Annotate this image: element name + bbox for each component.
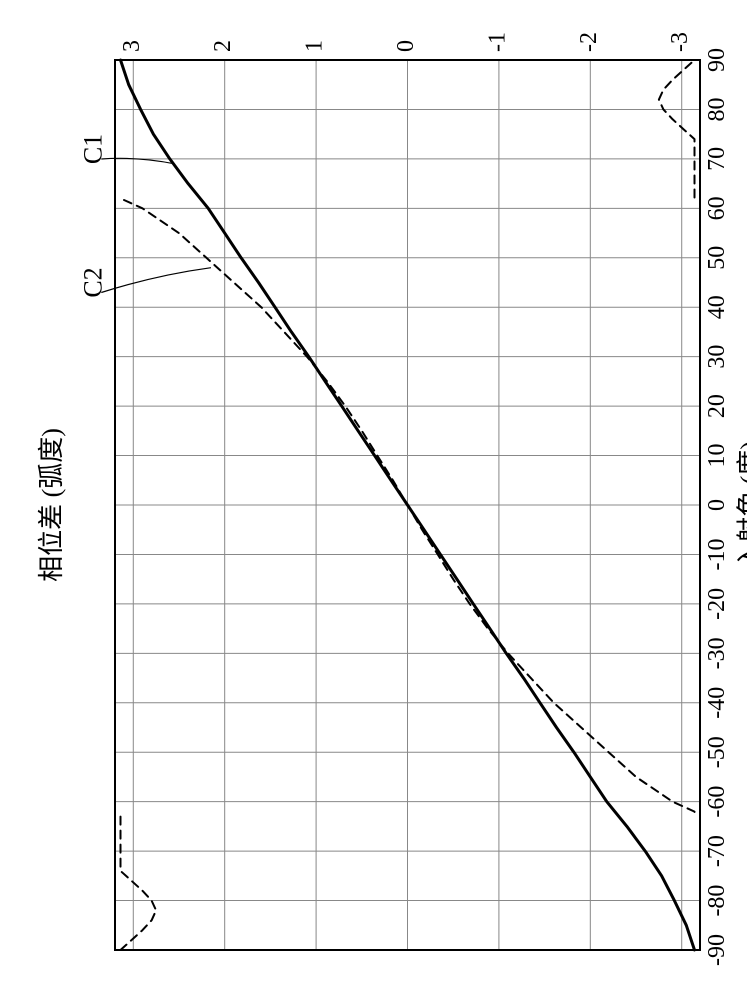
y-tick-label: -3 xyxy=(667,32,693,52)
label-C1: C1 xyxy=(78,134,107,164)
y-tick-label: 0 xyxy=(393,40,419,52)
label-C2: C2 xyxy=(78,267,107,297)
x-tick-label: -10 xyxy=(704,538,730,570)
y-tick-label: -1 xyxy=(484,32,510,52)
y-tick-label: -2 xyxy=(576,32,602,52)
x-tick-label: -80 xyxy=(704,885,730,917)
y-tick-label: 1 xyxy=(302,40,328,52)
chart-svg: -90-80-70-60-50-40-30-20-100102030405060… xyxy=(0,0,747,1000)
x-tick-label: -20 xyxy=(704,588,730,620)
x-tick-label: 10 xyxy=(704,444,730,468)
x-tick-label: 0 xyxy=(704,499,730,511)
leader-C2 xyxy=(101,268,211,293)
x-tick-label: 60 xyxy=(704,196,730,220)
y-tick-label: 2 xyxy=(210,40,236,52)
x-tick-label: 40 xyxy=(704,295,730,319)
x-tick-label: 30 xyxy=(704,345,730,369)
x-tick-label: 50 xyxy=(704,246,730,270)
x-tick-label: -40 xyxy=(704,687,730,719)
x-tick-label: 90 xyxy=(704,48,730,72)
x-axis-label: 入射角 (度) xyxy=(735,441,747,569)
y-axis-label: 相位差 (弧度) xyxy=(37,428,66,582)
x-tick-label: 20 xyxy=(704,394,730,418)
x-tick-label: -30 xyxy=(704,637,730,669)
x-tick-label: -70 xyxy=(704,835,730,867)
x-tick-label: -50 xyxy=(704,736,730,768)
x-tick-label: -90 xyxy=(704,934,730,966)
phase-diff-chart: -90-80-70-60-50-40-30-20-100102030405060… xyxy=(0,0,747,1000)
x-tick-label: 80 xyxy=(704,97,730,121)
y-tick-label: 3 xyxy=(119,40,145,52)
x-tick-label: -60 xyxy=(704,786,730,818)
x-tick-label: 70 xyxy=(704,147,730,171)
